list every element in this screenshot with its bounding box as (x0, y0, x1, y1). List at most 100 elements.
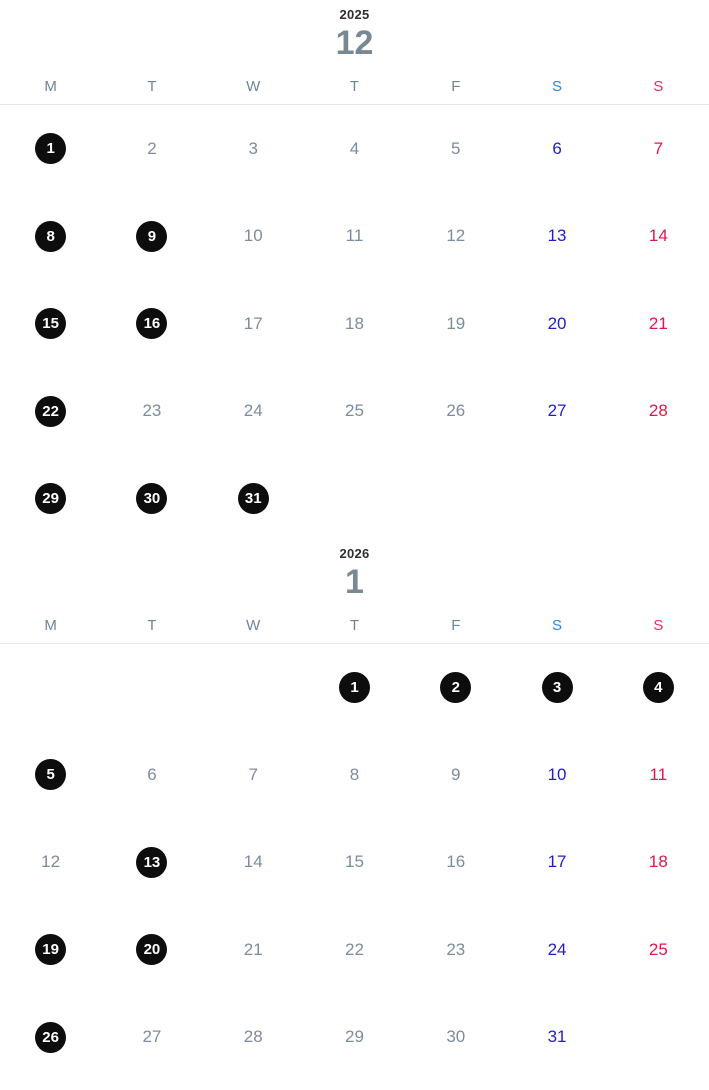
day-cell-26[interactable]: 26 (0, 994, 101, 1082)
day-cell-empty (608, 994, 709, 1082)
day-cell-11[interactable]: 11 (304, 193, 405, 281)
day-cell-31[interactable]: 31 (506, 994, 607, 1082)
day-cell-5[interactable]: 5 (0, 731, 101, 819)
weekday-header-wednesday: W (246, 616, 261, 634)
day-cell-17[interactable]: 17 (506, 819, 607, 907)
day-cell-15[interactable]: 15 (304, 819, 405, 907)
day-cell-27[interactable]: 27 (506, 368, 607, 456)
day-number: 20 (547, 313, 567, 333)
day-number: 28 (243, 1027, 263, 1047)
day-cell-21[interactable]: 21 (608, 280, 709, 368)
day-cell-19[interactable]: 19 (405, 280, 506, 368)
day-number: 11 (649, 764, 668, 784)
day-number: 27 (547, 401, 567, 421)
day-cell-28[interactable]: 28 (203, 994, 304, 1082)
day-number: 29 (345, 1027, 364, 1047)
day-cell-16[interactable]: 16 (405, 819, 506, 907)
day-cell-3[interactable]: 3 (506, 644, 607, 732)
day-cell-empty (203, 644, 304, 732)
day-cell-20[interactable]: 20 (101, 906, 202, 994)
selected-day-badge: 26 (35, 1021, 67, 1053)
day-cell-17[interactable]: 17 (203, 280, 304, 368)
day-number: 11 (345, 226, 364, 246)
day-number: 25 (345, 401, 364, 421)
day-cell-25[interactable]: 25 (608, 906, 709, 994)
day-number: 10 (547, 764, 567, 784)
day-cell-6[interactable]: 6 (101, 731, 202, 819)
day-cell-29[interactable]: 29 (0, 455, 101, 543)
day-number: 21 (648, 313, 668, 333)
day-cell-empty (405, 455, 506, 543)
day-cell-9[interactable]: 9 (405, 731, 506, 819)
day-cell-1[interactable]: 1 (0, 105, 101, 193)
day-cell-13[interactable]: 13 (101, 819, 202, 907)
day-cell-14[interactable]: 14 (203, 819, 304, 907)
day-cell-21[interactable]: 21 (203, 906, 304, 994)
weekday-header-monday: M (44, 78, 57, 96)
day-cell-27[interactable]: 27 (101, 994, 202, 1082)
selected-day-badge: 2 (440, 671, 472, 703)
day-cell-12[interactable]: 12 (0, 819, 101, 907)
day-cell-4[interactable]: 4 (608, 644, 709, 732)
day-cell-25[interactable]: 25 (304, 368, 405, 456)
selected-day-badge: 29 (35, 483, 67, 515)
day-cell-6[interactable]: 6 (506, 105, 607, 193)
day-cell-7[interactable]: 7 (203, 731, 304, 819)
day-grid: 1 2 3 4 5 6 7 8 9 10 11 12 13 14 15 16 17 18 19 20 21 22 23 24 2… (0, 105, 709, 543)
day-cell-13[interactable]: 13 (506, 193, 607, 281)
day-cell-23[interactable]: 23 (405, 906, 506, 994)
day-cell-26[interactable]: 26 (405, 368, 506, 456)
day-cell-8[interactable]: 8 (0, 193, 101, 281)
day-cell-14[interactable]: 14 (608, 193, 709, 281)
day-number: 30 (446, 1027, 466, 1047)
day-cell-12[interactable]: 12 (405, 193, 506, 281)
day-cell-5[interactable]: 5 (405, 105, 506, 193)
day-number: 31 (547, 1027, 567, 1047)
day-cell-15[interactable]: 15 (0, 280, 101, 368)
day-cell-28[interactable]: 28 (608, 368, 709, 456)
day-cell-18[interactable]: 18 (608, 819, 709, 907)
day-cell-empty (101, 644, 202, 732)
day-number: 18 (648, 852, 668, 872)
selected-day-badge: 20 (136, 934, 168, 966)
day-cell-20[interactable]: 20 (506, 280, 607, 368)
day-cell-8[interactable]: 8 (304, 731, 405, 819)
selected-day-badge: 31 (237, 483, 269, 515)
day-cell-16[interactable]: 16 (101, 280, 202, 368)
day-cell-10[interactable]: 10 (203, 193, 304, 281)
day-cell-22[interactable]: 22 (0, 368, 101, 456)
weekday-header-friday: F (451, 78, 461, 96)
day-cell-9[interactable]: 9 (101, 193, 202, 281)
selected-day-badge: 1 (35, 133, 67, 165)
day-cell-2[interactable]: 2 (101, 105, 202, 193)
day-cell-18[interactable]: 18 (304, 280, 405, 368)
day-number: 14 (243, 852, 263, 872)
day-cell-31[interactable]: 31 (203, 455, 304, 543)
day-cell-30[interactable]: 30 (405, 994, 506, 1082)
day-number: 5 (451, 138, 461, 158)
day-cell-24[interactable]: 24 (506, 906, 607, 994)
day-cell-22[interactable]: 22 (304, 906, 405, 994)
day-cell-3[interactable]: 3 (203, 105, 304, 193)
day-cell-11[interactable]: 11 (608, 731, 709, 819)
day-cell-30[interactable]: 30 (101, 455, 202, 543)
day-cell-19[interactable]: 19 (0, 906, 101, 994)
day-number: 12 (41, 852, 61, 872)
day-cell-2[interactable]: 2 (405, 644, 506, 732)
weekday-header-sunday: S (653, 78, 664, 96)
day-cell-24[interactable]: 24 (203, 368, 304, 456)
day-cell-4[interactable]: 4 (304, 105, 405, 193)
day-cell-29[interactable]: 29 (304, 994, 405, 1082)
selected-day-badge: 15 (35, 308, 67, 340)
day-number: 21 (243, 939, 263, 959)
day-number: 17 (547, 852, 567, 872)
selected-day-badge: 3 (541, 671, 573, 703)
day-cell-1[interactable]: 1 (304, 644, 405, 732)
day-cell-10[interactable]: 10 (506, 731, 607, 819)
day-cell-23[interactable]: 23 (101, 368, 202, 456)
day-cell-7[interactable]: 7 (608, 105, 709, 193)
day-number: 27 (142, 1027, 162, 1047)
day-cell-empty (0, 644, 101, 732)
